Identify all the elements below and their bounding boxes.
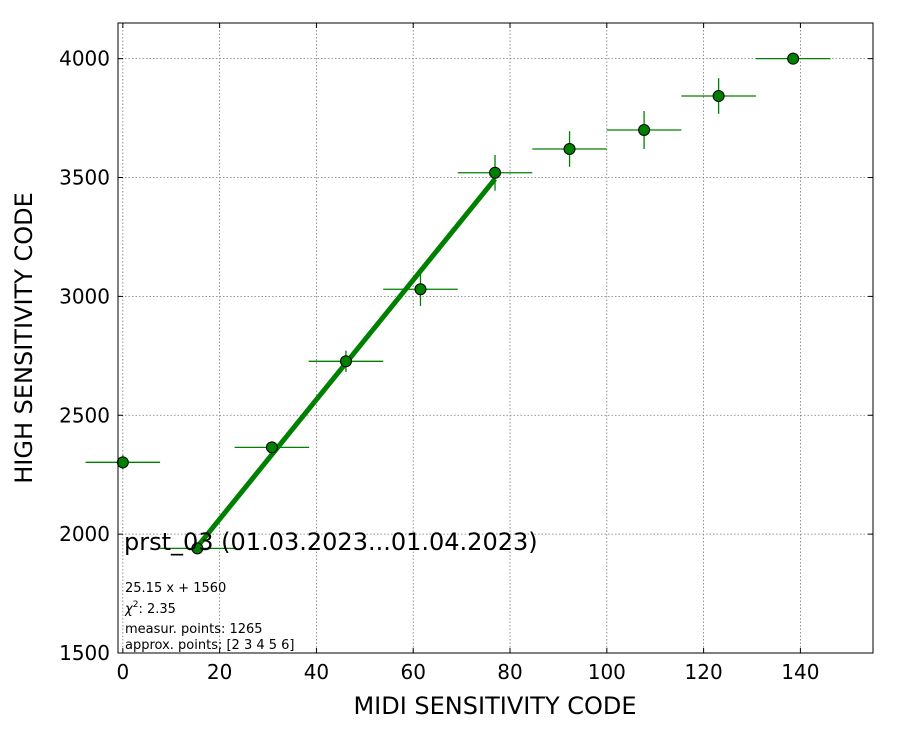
x-tick-label: 40	[304, 660, 329, 684]
data-point-group	[606, 110, 682, 149]
y-axis-title: HIGH SENSITIVITY CODE	[10, 192, 38, 484]
data-point-group	[383, 272, 458, 306]
x-tick-label: 20	[207, 660, 232, 684]
y-tick-label: 2000	[59, 522, 110, 546]
y-tick-label: 3000	[59, 284, 110, 308]
x-tick-label: 0	[116, 660, 129, 684]
grid-lines	[118, 23, 873, 654]
data-point	[116, 456, 129, 469]
y-tick-label: 1500	[59, 641, 110, 665]
chi2-value: : 2.35	[138, 602, 175, 617]
annotation-box: prst_03 (01.03.2023...01.04.2023) 25.15 …	[124, 528, 538, 653]
y-tick-label: 2500	[59, 403, 110, 427]
x-tick-label: 140	[781, 660, 819, 684]
annotation-formula: 25.15 x + 1560	[125, 581, 226, 596]
data-point	[265, 441, 278, 454]
data-point-group	[234, 441, 310, 454]
data-point-group	[308, 350, 384, 372]
data-point-group	[532, 131, 607, 167]
annotation-title: prst_03 (01.03.2023...01.04.2023)	[124, 528, 538, 556]
data-point-group	[160, 542, 235, 555]
data-points	[85, 52, 831, 555]
y-tick-label: 3500	[59, 166, 110, 190]
data-point	[712, 89, 725, 102]
data-point-group	[85, 455, 161, 470]
y-tick-label: 4000	[59, 47, 110, 71]
data-point	[563, 143, 576, 155]
data-point-group	[755, 52, 831, 65]
annotation-approx-points: approx. points: [2 3 4 5 6]	[125, 638, 295, 653]
data-point	[414, 283, 427, 296]
data-point	[638, 123, 651, 136]
data-point	[191, 542, 204, 555]
x-tick-label: 80	[497, 660, 522, 684]
chi2-superscript: 2	[133, 600, 139, 610]
chi2-symbol: χ	[124, 602, 134, 617]
data-point	[787, 52, 800, 65]
x-tick-label: 120	[685, 660, 723, 684]
x-tick-label: 60	[400, 660, 425, 684]
data-point-group	[457, 154, 533, 191]
data-point-group	[681, 78, 756, 114]
x-axis-title: MIDI SENSITIVITY CODE	[353, 692, 636, 720]
plot-frame	[117, 22, 874, 654]
annotation-chi2: χ2: 2.35	[124, 600, 176, 617]
axis-ticks: 0 20 40 60 80 100 120 140 1500 2000 2500 3000 3500 40…	[59, 23, 873, 684]
x-tick-label: 100	[588, 660, 626, 684]
annotation-measur-points: measur. points: 1265	[125, 622, 263, 637]
data-point	[489, 166, 502, 179]
data-point	[339, 355, 352, 368]
